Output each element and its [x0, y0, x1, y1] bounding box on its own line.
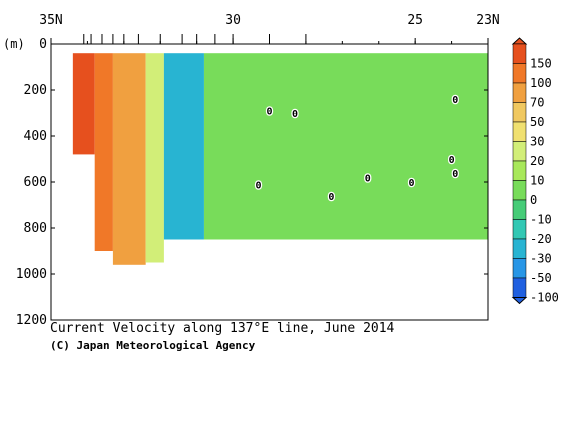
colorbar-swatch [512, 219, 527, 240]
y-tick-label: 600 [24, 175, 47, 190]
zero-contour-label: 0 [256, 180, 262, 191]
colorbar-cap-bottom [511, 297, 528, 305]
colorbar-label: -20 [530, 232, 552, 246]
x-tick-label: 23N [476, 13, 499, 28]
depth-unit-label: (m) [3, 37, 25, 51]
zero-contour-label: 0 [449, 155, 455, 166]
zero-contour-label: 0 [452, 169, 458, 180]
colorbar-swatch [512, 160, 527, 181]
colorbar-label: 150 [530, 57, 552, 71]
velocity-band [72, 53, 95, 155]
colorbar-cap-top [511, 37, 528, 45]
colorbar-swatch [512, 141, 527, 162]
zero-contour-label: 0 [292, 109, 298, 120]
y-tick-label: 400 [24, 129, 47, 144]
chart-title: Current Velocity along 137°E line, June … [50, 321, 395, 336]
y-tick-label: 800 [24, 221, 47, 236]
colorbar-label: 70 [530, 96, 544, 110]
colorbar-swatch [512, 258, 527, 279]
zero-contour-label: 0 [365, 173, 371, 184]
colorbar-swatch [512, 102, 527, 123]
colorbar-label: 10 [530, 174, 544, 188]
y-tick-label: 200 [24, 83, 47, 98]
colorbar-swatch [512, 43, 527, 64]
colorbar-label: -50 [530, 271, 552, 285]
x-tick-label: 25 [407, 13, 423, 28]
zero-contour-labels: 0 0 0 0 0 0 0 0 0 [254, 94, 459, 204]
colorbar-swatch [512, 63, 527, 84]
colorbar-label: 30 [530, 135, 544, 149]
colorbar-label: -10 [530, 213, 552, 227]
colorbar-label: -30 [530, 252, 552, 266]
x-tick-label: 30 [225, 13, 241, 28]
credit-line: (C) Japan Meteorological Agency [50, 339, 256, 352]
velocity-band [163, 53, 204, 240]
zero-contour-label: 0 [452, 95, 458, 106]
y-tick-label: 1000 [16, 267, 47, 282]
station-markers [83, 34, 307, 44]
zero-contour-label: 0 [266, 107, 272, 118]
velocity-band [112, 53, 146, 265]
colorbar-swatch [512, 180, 527, 201]
colorbar-label: 0 [530, 193, 537, 207]
colorbar-swatch [512, 277, 527, 298]
colorbar-label: 20 [530, 154, 544, 168]
colorbar-swatch [512, 121, 527, 142]
colorbar-label: 50 [530, 115, 544, 129]
colorbar-label: 100 [530, 76, 552, 90]
y-tick-label: 1200 [16, 313, 47, 328]
colorbar-label: -100 [530, 291, 559, 305]
colorbar-swatch [512, 238, 527, 259]
depth-axis: 0 200 400 600 800 1000 1200 [16, 37, 488, 328]
colorbar-swatch [512, 82, 527, 103]
y-tick-label: 0 [39, 37, 47, 52]
x-tick-label: 35N [39, 13, 62, 28]
zero-contour-label: 0 [328, 192, 334, 203]
colorbar-swatch [512, 199, 527, 220]
velocity-band [94, 53, 113, 252]
velocity-band [145, 53, 164, 263]
velocity-field [72, 53, 488, 265]
velocity-band [203, 53, 488, 240]
zero-contour-label: 0 [409, 178, 415, 189]
